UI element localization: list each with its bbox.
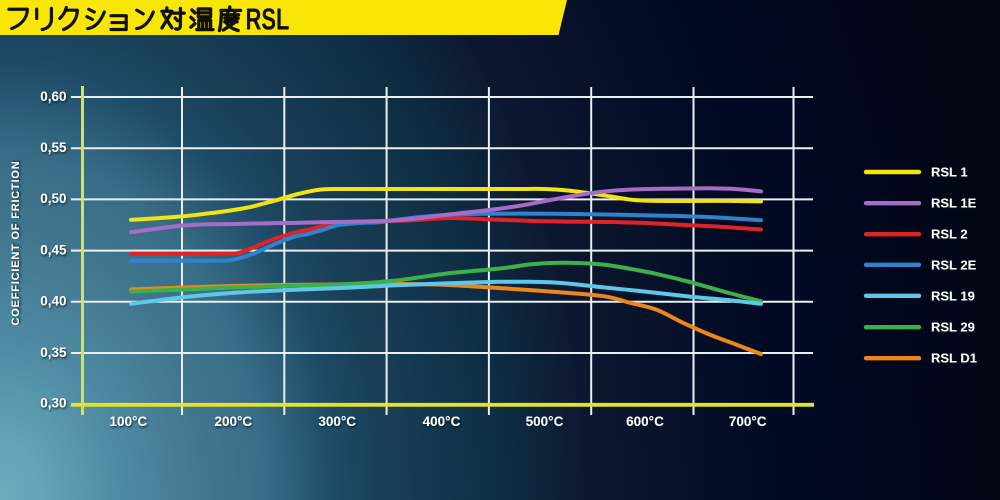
svg-text:200°C: 200°C <box>214 414 252 429</box>
svg-text:300°C: 300°C <box>318 414 356 429</box>
svg-text:RSL 29: RSL 29 <box>931 320 975 335</box>
svg-text:RSL 2E: RSL 2E <box>931 257 977 272</box>
svg-text:0,60: 0,60 <box>40 89 66 104</box>
svg-text:0,40: 0,40 <box>40 294 66 309</box>
svg-text:RSL 2: RSL 2 <box>931 227 968 242</box>
svg-text:0,45: 0,45 <box>40 242 67 257</box>
svg-text:0,30: 0,30 <box>40 396 66 411</box>
svg-text:500°C: 500°C <box>526 414 564 429</box>
svg-text:RSL 1E: RSL 1E <box>931 196 977 211</box>
svg-text:RSL D1: RSL D1 <box>931 351 977 366</box>
svg-text:700°C: 700°C <box>729 414 767 429</box>
svg-text:600°C: 600°C <box>626 414 664 429</box>
svg-text:COEFFICIENT OF FRICTION: COEFFICIENT OF FRICTION <box>10 160 22 325</box>
svg-text:RSL 1: RSL 1 <box>931 165 968 180</box>
svg-text:RSL: RSL <box>246 2 290 37</box>
svg-text:400°C: 400°C <box>423 414 461 429</box>
svg-text:0,50: 0,50 <box>40 191 66 206</box>
svg-text:RSL 19: RSL 19 <box>931 288 975 303</box>
svg-text:100°C: 100°C <box>110 414 148 429</box>
svg-text:0,55: 0,55 <box>40 140 67 155</box>
svg-text:0,35: 0,35 <box>40 345 67 360</box>
